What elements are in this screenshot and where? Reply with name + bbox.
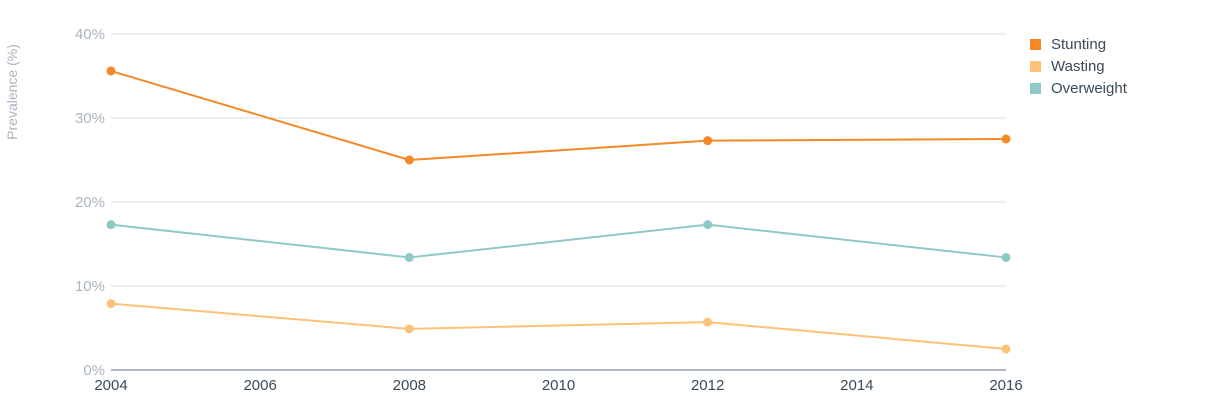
x-tick-label: 2012	[691, 377, 724, 394]
y-tick-label: 10%	[75, 278, 105, 295]
data-point-stunting[interactable]	[106, 66, 116, 76]
legend-label: Overweight	[1051, 79, 1127, 97]
series-line-wasting	[110, 302, 1007, 350]
legend-item-overweight[interactable]: Overweight	[1030, 77, 1127, 99]
x-tick-label: 2008	[393, 377, 426, 394]
gridlines	[111, 33, 1006, 371]
x-tick-label: 2016	[989, 377, 1022, 394]
series-group	[106, 66, 1011, 354]
y-tick-label: 40%	[75, 26, 105, 43]
legend-item-wasting[interactable]: Wasting	[1030, 55, 1127, 77]
x-axis-ticks: 2004 2006 2008 2010 2012 2014 2016	[94, 377, 1022, 394]
data-point-overweight[interactable]	[1001, 252, 1011, 262]
data-point-stunting[interactable]	[703, 136, 713, 146]
data-point-stunting[interactable]	[1001, 134, 1011, 144]
series-line-overweight	[110, 223, 1007, 259]
series-line-stunting	[110, 70, 1007, 161]
x-tick-label: 2010	[542, 377, 575, 394]
x-tick-label: 2004	[94, 377, 127, 394]
legend-swatch	[1030, 82, 1041, 94]
data-point-stunting[interactable]	[404, 155, 414, 165]
data-point-overweight[interactable]	[106, 220, 116, 230]
legend: Stunting Wasting Overweight	[1030, 33, 1127, 99]
data-point-wasting[interactable]	[1001, 344, 1011, 354]
y-tick-label: 30%	[75, 110, 105, 127]
data-point-overweight[interactable]	[404, 252, 414, 262]
legend-swatch	[1030, 60, 1041, 72]
data-point-overweight[interactable]	[703, 220, 713, 230]
legend-label: Wasting	[1051, 57, 1105, 75]
data-point-wasting[interactable]	[404, 324, 414, 334]
y-axis-ticks: 0% 10% 20% 30% 40%	[75, 26, 105, 379]
x-tick-label: 2006	[243, 377, 276, 394]
x-tick-label: 2014	[840, 377, 873, 394]
legend-swatch	[1030, 38, 1041, 50]
data-point-wasting[interactable]	[703, 317, 713, 327]
legend-label: Stunting	[1051, 35, 1107, 53]
y-axis-label: Prevalence (%)	[4, 44, 20, 140]
y-tick-label: 0%	[83, 362, 105, 379]
y-tick-label: 20%	[75, 194, 105, 211]
data-point-wasting[interactable]	[106, 299, 116, 309]
legend-item-stunting[interactable]: Stunting	[1030, 33, 1127, 55]
